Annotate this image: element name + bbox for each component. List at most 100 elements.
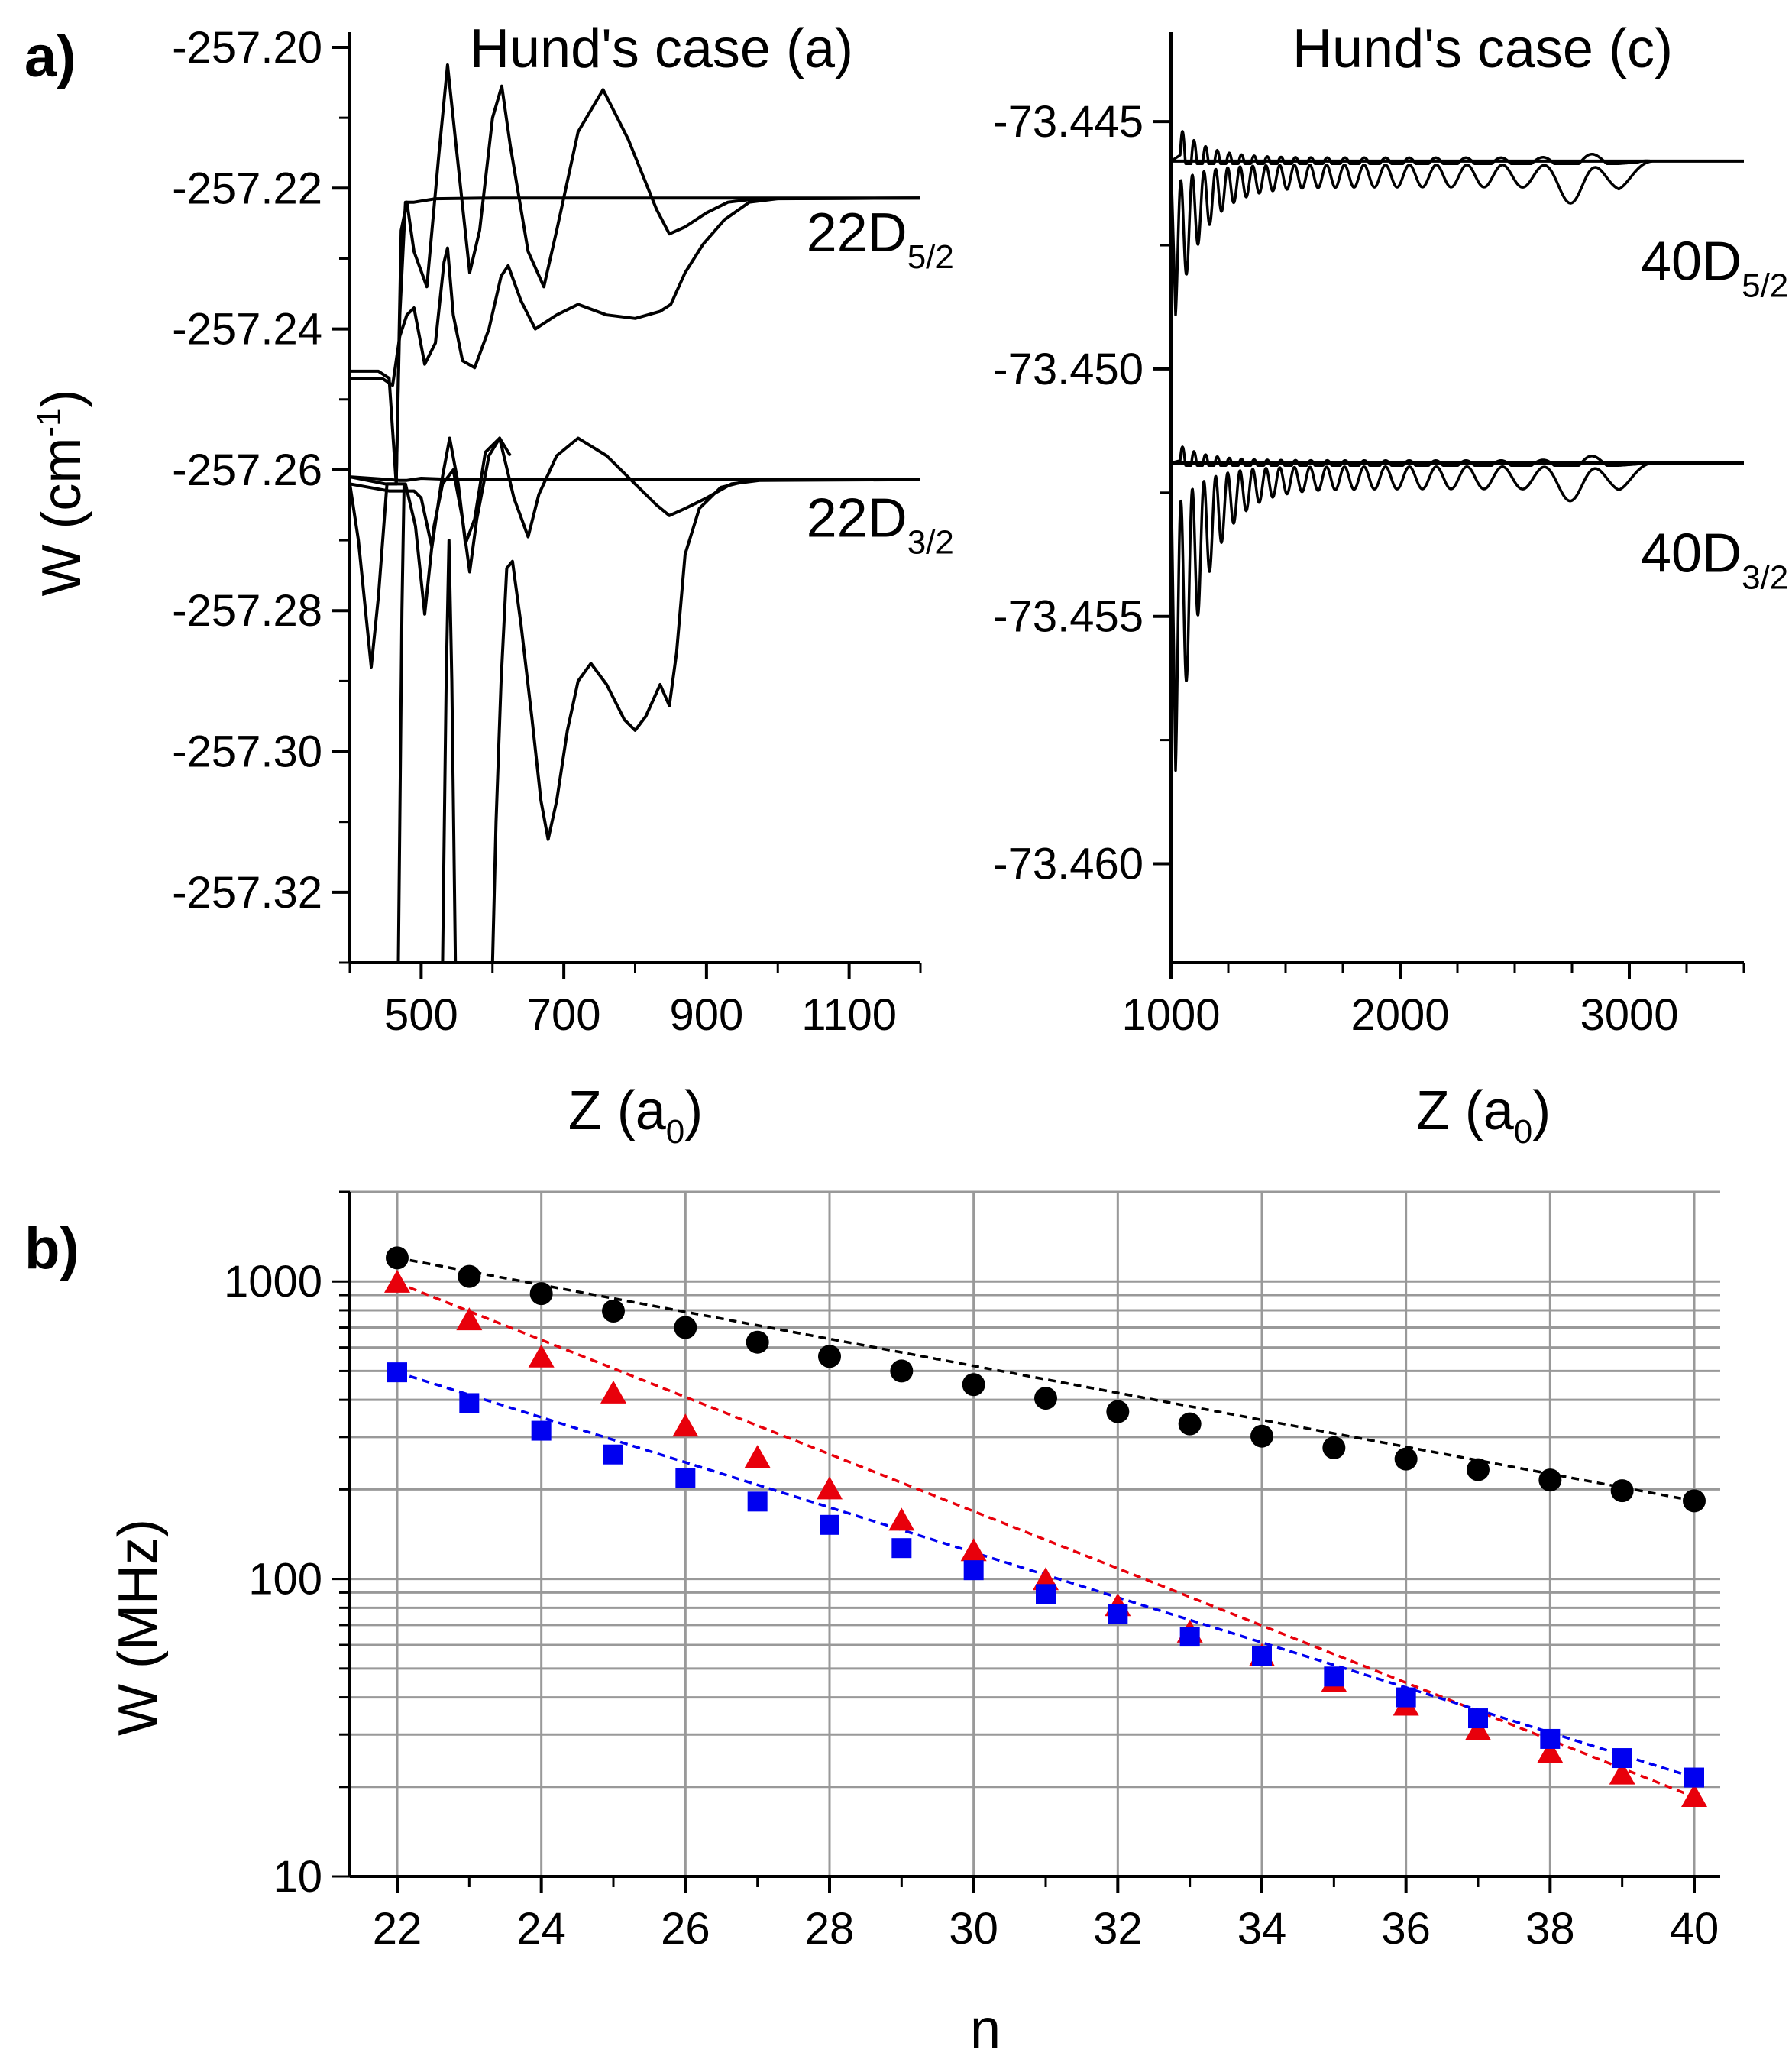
a-left-series-1 (350, 63, 920, 486)
panel-a-right-title: Hund's case (c) (1292, 18, 1673, 79)
panel-b-point-square (387, 1362, 407, 1383)
panel-b-point-circle (1106, 1400, 1130, 1423)
a-right-oscillation-1 (1171, 160, 1654, 316)
panel-b-point-triangle (817, 1476, 843, 1500)
panel-b-point-triangle (1681, 1783, 1707, 1807)
a-left-x-tick-label: 700 (527, 990, 601, 1040)
a-left-y-tick-label: -257.24 (172, 305, 322, 355)
a-left-state-label: 22D5/2 (807, 202, 954, 276)
panel-a-left-x-axis-label: Z (a0) (568, 1080, 703, 1151)
panel-b-point-square (1036, 1584, 1056, 1604)
a-left-y-tick-label: -257.32 (172, 868, 322, 918)
panel-b-y-axis-label: W (MHz) (108, 1519, 169, 1736)
a-left-y-tick-label: -257.20 (172, 23, 322, 73)
panel-b-point-square (1612, 1748, 1632, 1769)
panel-b-point-triangle (960, 1538, 987, 1562)
panel-label-a: a) (24, 24, 76, 89)
panel-b-x-tick-label: 26 (661, 1904, 710, 1954)
a-right-oscillation-0 (1171, 130, 1654, 165)
a-right-oscillation-2 (1171, 445, 1654, 467)
panel-b-point-square (531, 1420, 552, 1441)
panel-a-right-chart: Hund's case (c) Z (a0) -73.445 -73.450 -73… (993, 18, 1788, 1151)
panel-b-x-tick-label: 38 (1525, 1904, 1575, 1954)
a-left-y-tick-label: -257.28 (172, 586, 322, 636)
panel-a-left-y-axis-label: W (cm-1) (31, 389, 92, 596)
panel-b-point-circle (1034, 1387, 1057, 1410)
panel-b-chart: W (MHz) n 10 100 1000 22 24 26 28 30 32 34 36 38 40 (108, 1190, 1720, 2060)
panel-b-point-square (1324, 1666, 1344, 1687)
a-right-state-label: 40D3/2 (1641, 523, 1788, 596)
panel-b-x-tick-label: 32 (1093, 1904, 1143, 1954)
panel-b-point-square (675, 1468, 696, 1488)
a-left-x-tick-label: 900 (669, 990, 743, 1040)
panel-b-point-circle (890, 1359, 914, 1383)
panel-b-x-axis-label: n (970, 1999, 1001, 2060)
panel-b-point-circle (1538, 1468, 1562, 1492)
panel-b-point-square (963, 1560, 984, 1581)
a-right-x-tick-label: 1000 (1121, 990, 1220, 1040)
a-left-series-6 (396, 484, 406, 963)
panel-b-point-square (1468, 1708, 1488, 1729)
panel-b-x-tick-label: 24 (516, 1904, 566, 1954)
panel-b-point-square (603, 1444, 623, 1465)
panel-b-point-circle (1683, 1489, 1706, 1513)
panel-b-point-circle (1250, 1424, 1273, 1448)
a-left-series-7 (441, 539, 458, 963)
panel-b-y-tick-label: 1000 (224, 1257, 322, 1306)
panel-b-point-circle (602, 1300, 625, 1323)
panel-b-point-square (1540, 1728, 1561, 1749)
panel-b-point-square (891, 1538, 912, 1559)
a-left-series-2 (350, 196, 920, 387)
panel-b-point-square (747, 1491, 768, 1512)
panel-b-x-tick-label: 34 (1237, 1904, 1287, 1954)
panel-a-left-chart: Hund's case (a) W (cm-1) Z (a0) -257.20 -… (31, 18, 954, 1151)
a-right-y-tick-label: -73.460 (993, 839, 1143, 889)
panel-b-x-tick-label: 28 (805, 1904, 855, 1954)
panel-b-point-triangle (456, 1307, 483, 1331)
a-left-x-tick-label: 1100 (801, 990, 897, 1040)
a-right-state-label: 40D5/2 (1641, 231, 1788, 304)
a-right-y-tick-label: -73.445 (993, 97, 1143, 147)
panel-b-point-circle (1467, 1458, 1490, 1481)
panel-b-x-tick-label: 30 (949, 1904, 998, 1954)
panel-b-point-triangle (528, 1344, 555, 1368)
panel-b-point-square (1684, 1767, 1704, 1788)
panel-b-point-circle (1610, 1479, 1634, 1503)
a-left-y-tick-label: -257.22 (172, 164, 322, 213)
panel-b-x-tick-label: 22 (373, 1904, 422, 1954)
panel-b-point-triangle (1465, 1717, 1491, 1740)
panel-b-point-circle (1178, 1412, 1202, 1436)
a-left-series-5 (350, 436, 512, 669)
panel-b-point-square (1108, 1604, 1128, 1625)
a-left-y-tick-label: -257.26 (172, 445, 322, 495)
panel-b-point-circle (674, 1316, 697, 1339)
panel-b-point-circle (1394, 1447, 1418, 1471)
panel-b-point-circle (386, 1246, 409, 1270)
a-left-series-4 (350, 436, 920, 549)
panel-b-point-circle (458, 1264, 481, 1288)
a-right-y-tick-label: -73.455 (993, 592, 1143, 642)
panel-b-point-triangle (1609, 1761, 1635, 1785)
panel-b-point-square (1396, 1687, 1416, 1708)
panel-b-point-triangle (1537, 1740, 1564, 1763)
a-right-x-tick-label: 2000 (1350, 990, 1449, 1040)
panel-b-point-square (459, 1393, 480, 1413)
a-right-oscillation-3 (1171, 461, 1654, 772)
panel-b-point-triangle (888, 1507, 915, 1531)
a-left-state-label: 22D3/2 (807, 487, 954, 561)
panel-b-point-circle (962, 1373, 985, 1397)
panel-b-point-circle (1322, 1436, 1346, 1459)
panel-b-y-tick-label: 100 (248, 1555, 322, 1604)
a-left-y-tick-label: -257.30 (172, 727, 322, 777)
panel-b-point-circle (746, 1330, 769, 1354)
panel-label-b: b) (24, 1216, 79, 1281)
panel-b-point-circle (818, 1345, 841, 1368)
panel-b-point-square (1252, 1646, 1272, 1666)
panel-a-left-title: Hund's case (a) (470, 18, 853, 79)
panel-b-x-tick-label: 36 (1381, 1904, 1431, 1954)
a-left-series-3 (350, 475, 920, 482)
panel-b-x-tick-label: 40 (1670, 1904, 1719, 1954)
panel-b-point-square (820, 1514, 839, 1535)
panel-b-point-triangle (384, 1269, 410, 1293)
a-right-x-tick-label: 3000 (1580, 990, 1678, 1040)
